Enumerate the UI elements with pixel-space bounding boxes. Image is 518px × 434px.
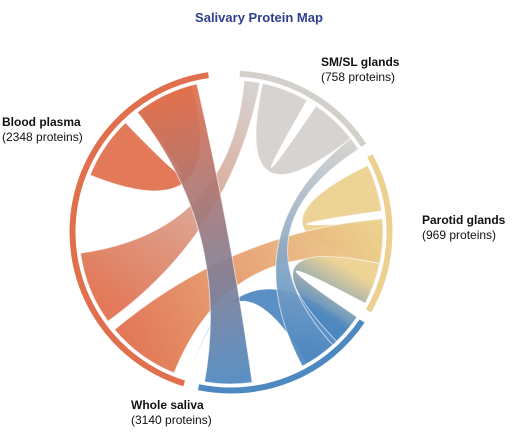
- arc-whole: [196, 317, 366, 395]
- ribbon-parotid-whole: [292, 256, 381, 343]
- group-name-smsl-glands: SM/SL glands: [321, 55, 400, 69]
- group-count-parotid-glands: (969 proteins): [422, 228, 497, 242]
- group-label-blood-plasma: Blood plasma (2348 proteins): [2, 115, 83, 145]
- diagram-title: Salivary Protein Map: [195, 10, 323, 25]
- group-count-blood-plasma: (2348 proteins): [2, 130, 83, 144]
- group-label-smsl-glands: SM/SL glands (758 proteins): [321, 55, 399, 85]
- arc-blood: [68, 71, 210, 388]
- ribbon-blood-whole: [136, 83, 253, 385]
- group-name-whole-saliva: Whole saliva: [131, 398, 204, 412]
- group-count-whole-saliva: (3140 proteins): [131, 413, 212, 427]
- arcs-layer: [68, 69, 394, 395]
- ribbon-smsl-whole: [275, 137, 360, 367]
- group-label-whole-saliva: Whole saliva (3140 proteins): [131, 398, 212, 428]
- ribbons-layer: [79, 80, 384, 385]
- group-count-smsl-glands: (758 proteins): [321, 70, 396, 84]
- arc-smsl: [238, 69, 368, 149]
- arc-parotid: [364, 152, 394, 314]
- group-name-parotid-glands: Parotid glands: [422, 213, 506, 227]
- group-label-parotid-glands: Parotid glands (969 proteins): [422, 213, 505, 243]
- group-name-blood-plasma: Blood plasma: [2, 115, 81, 129]
- self-ribbon-smsl: [255, 82, 352, 176]
